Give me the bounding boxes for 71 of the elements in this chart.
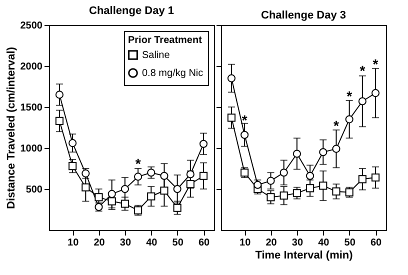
- point: [173, 204, 182, 212]
- x-tick-label: 10: [68, 238, 80, 248]
- y-tick-label: 1500: [20, 102, 43, 114]
- point: [173, 184, 182, 194]
- x-tick-label: 60: [370, 238, 382, 248]
- point: [292, 189, 301, 198]
- point: [358, 175, 366, 184]
- chart-title: Challenge Day 1: [89, 5, 174, 17]
- annotation: *: [242, 112, 248, 128]
- point: [332, 187, 340, 196]
- chart-title: Challenge Day 3: [261, 10, 346, 22]
- point: [371, 89, 380, 98]
- y-tick-label: 1000: [20, 144, 43, 154]
- point: [280, 192, 288, 200]
- point: [55, 90, 64, 99]
- point: [266, 193, 275, 202]
- point: [319, 148, 328, 156]
- point: [332, 144, 340, 153]
- x-tick-label: 40: [318, 238, 330, 248]
- point: [319, 182, 328, 190]
- point: [306, 172, 314, 180]
- point: [120, 200, 129, 208]
- point: [186, 170, 194, 178]
- point: [240, 130, 249, 139]
- point: [227, 114, 236, 122]
- annotation: *: [346, 88, 353, 104]
- x-tick-label: 60: [198, 238, 210, 248]
- y-tick-label: 2500: [20, 20, 43, 32]
- annotation: *: [372, 56, 379, 72]
- point: [82, 183, 90, 192]
- y-axis-title: Distance Traveled (cm/interval): [5, 46, 18, 210]
- x-tick-label: 30: [292, 238, 304, 248]
- point: [280, 168, 288, 177]
- x-axis-title: Time Interval (min): [255, 250, 354, 262]
- x-tick-label: 20: [94, 238, 106, 248]
- point: [292, 150, 301, 158]
- point: [68, 139, 77, 148]
- legend-title: Prior Treatment: [128, 35, 203, 46]
- point: [68, 162, 77, 170]
- legend-label: 0.8 mg/kg Nic: [142, 68, 204, 79]
- annotation: *: [334, 118, 340, 134]
- point: [55, 116, 64, 125]
- x-tick-label: 20: [266, 238, 278, 248]
- x-tick-label: 40: [146, 238, 158, 248]
- y-tick-label: 500: [26, 184, 43, 196]
- point: [147, 168, 156, 177]
- point: [227, 74, 236, 82]
- point: [160, 172, 168, 180]
- point: [199, 172, 208, 180]
- legend-label: Saline: [142, 50, 170, 61]
- point: [134, 172, 142, 181]
- x-tick-label: 50: [172, 238, 184, 248]
- point: [371, 173, 380, 182]
- point: [147, 192, 156, 200]
- point: [108, 197, 116, 206]
- point: [358, 97, 366, 106]
- point: [160, 186, 168, 195]
- point: [199, 140, 208, 148]
- annotation: *: [135, 155, 142, 172]
- x-tick-label: 10: [240, 238, 252, 248]
- point: [94, 193, 103, 202]
- point: [108, 190, 116, 198]
- x-tick-label: 30: [120, 238, 132, 248]
- point: [345, 115, 354, 124]
- y-tick-label: 2000: [20, 62, 43, 72]
- point: [186, 180, 194, 188]
- point: [266, 176, 275, 185]
- point: [120, 184, 129, 194]
- annotation: *: [360, 62, 366, 79]
- x-tick-label: 50: [344, 238, 356, 248]
- point: [306, 184, 314, 192]
